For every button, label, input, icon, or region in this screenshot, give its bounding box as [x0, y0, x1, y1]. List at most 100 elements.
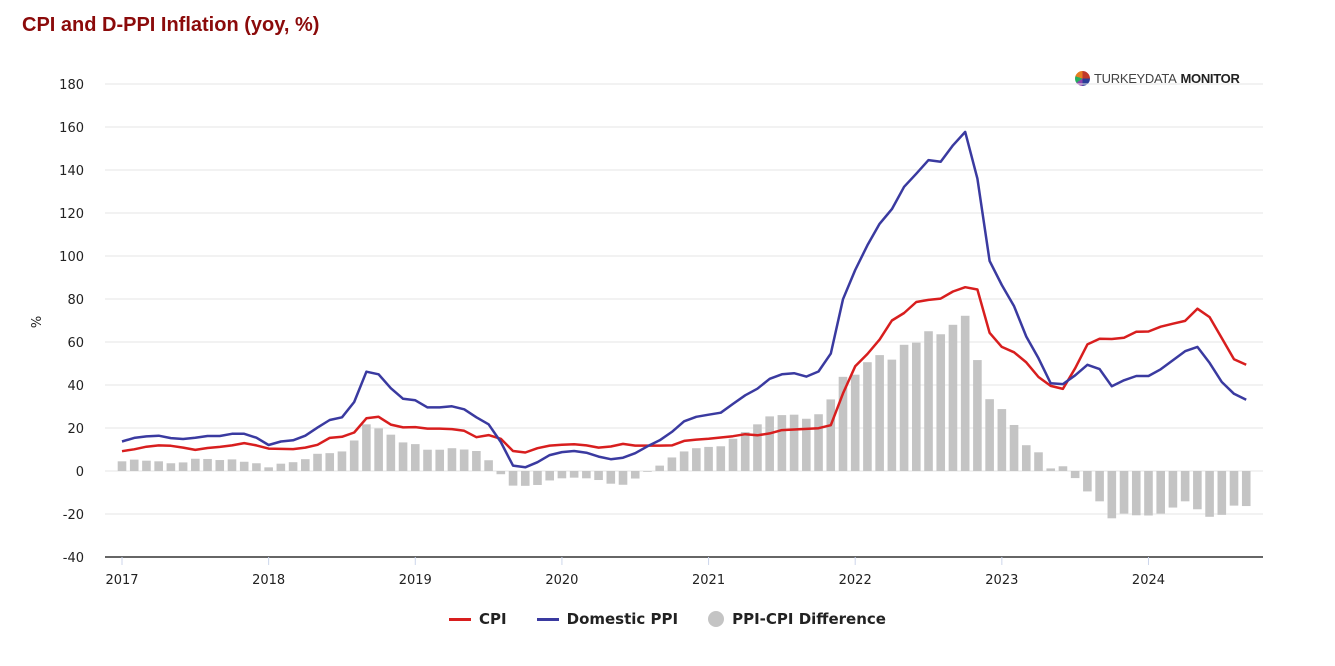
domestic-ppi-line	[121, 130, 1247, 469]
diff-bar	[203, 458, 212, 471]
diff-bar	[459, 449, 469, 471]
x-tick-label: 2023	[985, 573, 1018, 588]
diff-bar	[1180, 471, 1190, 502]
diff-bar	[1229, 471, 1239, 506]
diff-bar	[826, 399, 836, 471]
diff-bar	[1046, 468, 1056, 471]
legend-label: CPI	[479, 610, 507, 628]
diff-bar	[973, 360, 982, 471]
diff-bar	[692, 448, 701, 471]
diff-bar	[1083, 471, 1092, 492]
diff-bar	[313, 453, 322, 471]
legend-item-domestic-ppi[interactable]: Domestic PPI	[536, 610, 678, 628]
diff-bar	[912, 342, 921, 471]
y-axis-label: %	[30, 316, 45, 328]
diff-bar	[423, 449, 432, 471]
diff-bar	[520, 471, 530, 486]
diff-bar	[1241, 471, 1251, 507]
diff-bar	[1144, 471, 1153, 516]
y-tick-label: 80	[67, 293, 84, 308]
chart-title: CPI and D-PPI Inflation (yoy, %)	[22, 14, 320, 36]
series-lines	[121, 130, 1247, 469]
diff-bar	[447, 448, 457, 471]
diff-bar	[1107, 471, 1117, 519]
diff-bar	[129, 459, 139, 471]
diff-bar	[716, 446, 726, 471]
diff-bar	[1168, 471, 1178, 508]
brand-logo: TURKEYDATA MONITOR	[1075, 71, 1240, 86]
diff-bar	[349, 440, 359, 471]
x-tick-label: 2020	[545, 573, 578, 588]
diff-bar	[1156, 471, 1165, 514]
diff-bar	[850, 374, 860, 471]
diff-bar	[264, 467, 273, 471]
diff-bar	[630, 471, 640, 479]
y-tick-label: -20	[63, 508, 84, 523]
diff-bar	[582, 471, 591, 479]
pie-logo-icon	[1075, 71, 1090, 86]
diff-bar	[545, 471, 554, 481]
diff-bar	[154, 461, 163, 471]
diff-bar	[875, 355, 884, 471]
diff-bar	[838, 376, 848, 471]
legend: CPI Domestic PPI PPI-CPI Difference	[0, 610, 1335, 628]
diff-bar	[618, 471, 628, 485]
diff-bar	[166, 463, 176, 471]
diff-bar	[374, 428, 383, 471]
diff-bar	[1131, 471, 1141, 516]
diff-bar	[887, 359, 897, 471]
y-tick-label: -40	[63, 551, 84, 566]
diff-bar	[325, 453, 335, 471]
diff-bar	[643, 471, 652, 472]
diff-bars	[117, 315, 1251, 519]
logo-text-light: TURKEYDATA	[1094, 71, 1177, 86]
diff-bar	[569, 471, 579, 478]
x-tick-label: 2018	[252, 573, 285, 588]
diff-bar	[508, 471, 518, 486]
diff-bar	[1205, 471, 1214, 517]
legend-item-ppi-cpi-difference[interactable]: PPI-CPI Difference	[708, 610, 886, 628]
diff-bar	[948, 324, 958, 471]
legend-label: PPI-CPI Difference	[732, 610, 886, 628]
diff-bar	[533, 471, 542, 485]
diff-bar	[1009, 424, 1019, 471]
y-tick-label: 0	[76, 465, 84, 480]
diff-bar	[386, 434, 396, 471]
y-tick-label: 120	[59, 207, 84, 222]
cpi-line	[121, 285, 1247, 454]
x-tick-label: 2022	[839, 573, 872, 588]
diff-bar	[557, 471, 567, 479]
diff-bar	[960, 315, 970, 471]
diff-bar	[1119, 471, 1129, 514]
diff-bar	[1021, 445, 1031, 471]
diff-bar	[777, 415, 787, 471]
diff-bar	[410, 444, 420, 471]
y-tick-label: 40	[67, 379, 84, 394]
y-tick-label: 140	[59, 164, 84, 179]
diff-bar	[1095, 471, 1104, 502]
y-tick-label: 60	[67, 336, 84, 351]
y-tick-label: 180	[59, 78, 84, 93]
diff-bar	[288, 462, 298, 471]
x-tick-label: 2021	[692, 573, 725, 588]
diff-bar	[740, 432, 750, 471]
diff-bar	[728, 438, 738, 471]
diff-bar	[655, 465, 664, 471]
ppi-line-marker	[536, 617, 559, 621]
diff-bar	[1058, 466, 1068, 471]
diff-bar	[227, 459, 237, 471]
y-tick-label: 20	[67, 422, 84, 437]
diff-circle-marker	[708, 611, 725, 627]
x-tick-label: 2024	[1132, 573, 1165, 588]
legend-item-cpi[interactable]: CPI	[449, 610, 507, 628]
diff-bar	[985, 399, 994, 471]
diff-bar	[239, 461, 249, 471]
diff-bar	[667, 457, 677, 471]
cpi-line-marker	[449, 617, 472, 621]
axes: -40 -20 0 20 40 60 80 100 120 140 160 180 2017 2018 20…	[59, 78, 1263, 588]
diff-bar	[802, 418, 811, 471]
diff-bar	[398, 442, 408, 471]
diff-bar	[301, 459, 310, 471]
diff-bar	[142, 460, 151, 471]
diff-bar	[997, 409, 1007, 471]
